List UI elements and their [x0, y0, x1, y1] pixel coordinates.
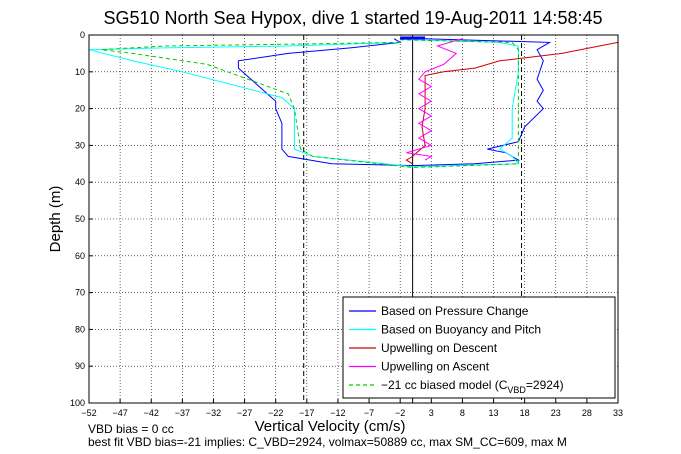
x-tick-label: −12: [330, 408, 345, 418]
y-tick-label: 50: [75, 214, 85, 224]
y-tick-label: 80: [75, 324, 85, 334]
legend-label: Upwelling on Descent: [381, 341, 498, 355]
legend: Based on Pressure Change Based on Buoyanc…: [342, 296, 616, 399]
x-tick-label: −22: [268, 408, 283, 418]
x-tick-label: −2: [395, 408, 405, 418]
best-fit-note: best fit VBD bias=-21 implies: C_VBD=292…: [88, 435, 567, 449]
x-tick-labels: −52 −47 −42 −37 −32 −27 −22 −17 −12 −7 −2 3 8 13 18 23 2…: [81, 399, 623, 418]
x-tick-label: −17: [299, 408, 314, 418]
x-tick-label: −52: [81, 408, 96, 418]
legend-box: [342, 296, 616, 399]
series-lines: [88, 36, 619, 169]
y-tick-label: 30: [75, 140, 85, 150]
series-line-2: [88, 38, 520, 168]
y-tick-label: 40: [75, 177, 85, 187]
legend-label: Based on Buoyancy and Pitch: [381, 323, 541, 337]
x-tick-label: −37: [175, 408, 190, 418]
legend-label: Upwelling on Ascent: [381, 360, 490, 374]
y-tick-label: 10: [75, 67, 85, 77]
legend-label: Based on Pressure Change: [381, 304, 529, 318]
y-axis-label: Depth (m): [47, 186, 64, 253]
x-tick-label: 23: [551, 408, 561, 418]
y-tick-label: 90: [75, 361, 85, 371]
y-tick-label: 0: [80, 30, 85, 40]
x-tick-label: 3: [429, 408, 434, 418]
x-tick-label: 8: [460, 408, 465, 418]
chart-title: SG510 North Sea Hypox, dive 1 started 19…: [104, 8, 603, 28]
x-tick-label: −42: [144, 408, 159, 418]
y-tick-label: 20: [75, 104, 85, 114]
x-tick-label: −7: [364, 408, 374, 418]
vbd-bias-note: VBD bias = 0 cc: [88, 422, 174, 436]
legend-label: −21 cc biased model (CVBD=2924): [381, 378, 564, 395]
x-tick-label: 13: [489, 408, 499, 418]
x-tick-label: 28: [582, 408, 592, 418]
series-line-3: [405, 41, 619, 165]
x-tick-label: −32: [206, 408, 221, 418]
x-axis-label: Vertical Velocity (cm/s): [255, 418, 406, 435]
x-tick-label: −47: [112, 408, 127, 418]
series-line-5: [101, 39, 519, 169]
y-tick-label: 60: [75, 251, 85, 261]
series-line-4: [406, 38, 463, 161]
y-tick-labels: 0 10 20 30 40 50 60 70 80 90 100: [70, 30, 93, 408]
y-tick-label: 100: [70, 398, 85, 408]
x-tick-label: −27: [237, 408, 252, 418]
x-tick-label: 33: [613, 408, 623, 418]
x-tick-label: 18: [520, 408, 530, 418]
y-tick-label: 70: [75, 288, 85, 298]
